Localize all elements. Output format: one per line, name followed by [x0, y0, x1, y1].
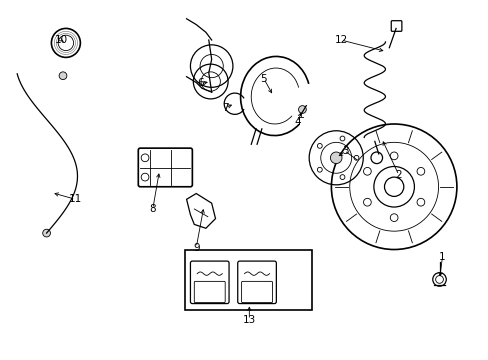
Circle shape [298, 105, 305, 113]
Text: 13: 13 [242, 315, 255, 325]
Bar [184, 251, 311, 310]
Text: 3: 3 [342, 146, 348, 156]
Text: 1: 1 [438, 252, 445, 262]
Text: 10: 10 [54, 35, 67, 45]
Text: 9: 9 [193, 243, 199, 253]
Circle shape [59, 72, 67, 80]
Text: 4: 4 [294, 117, 300, 127]
Circle shape [42, 229, 50, 237]
Text: 5: 5 [260, 74, 266, 84]
Text: 7: 7 [222, 103, 228, 113]
Text: 8: 8 [149, 204, 156, 214]
Circle shape [384, 177, 403, 197]
Circle shape [330, 152, 341, 163]
Text: 2: 2 [395, 170, 402, 180]
Text: 11: 11 [69, 194, 82, 204]
Text: 6: 6 [197, 78, 204, 89]
Text: 12: 12 [334, 35, 347, 45]
